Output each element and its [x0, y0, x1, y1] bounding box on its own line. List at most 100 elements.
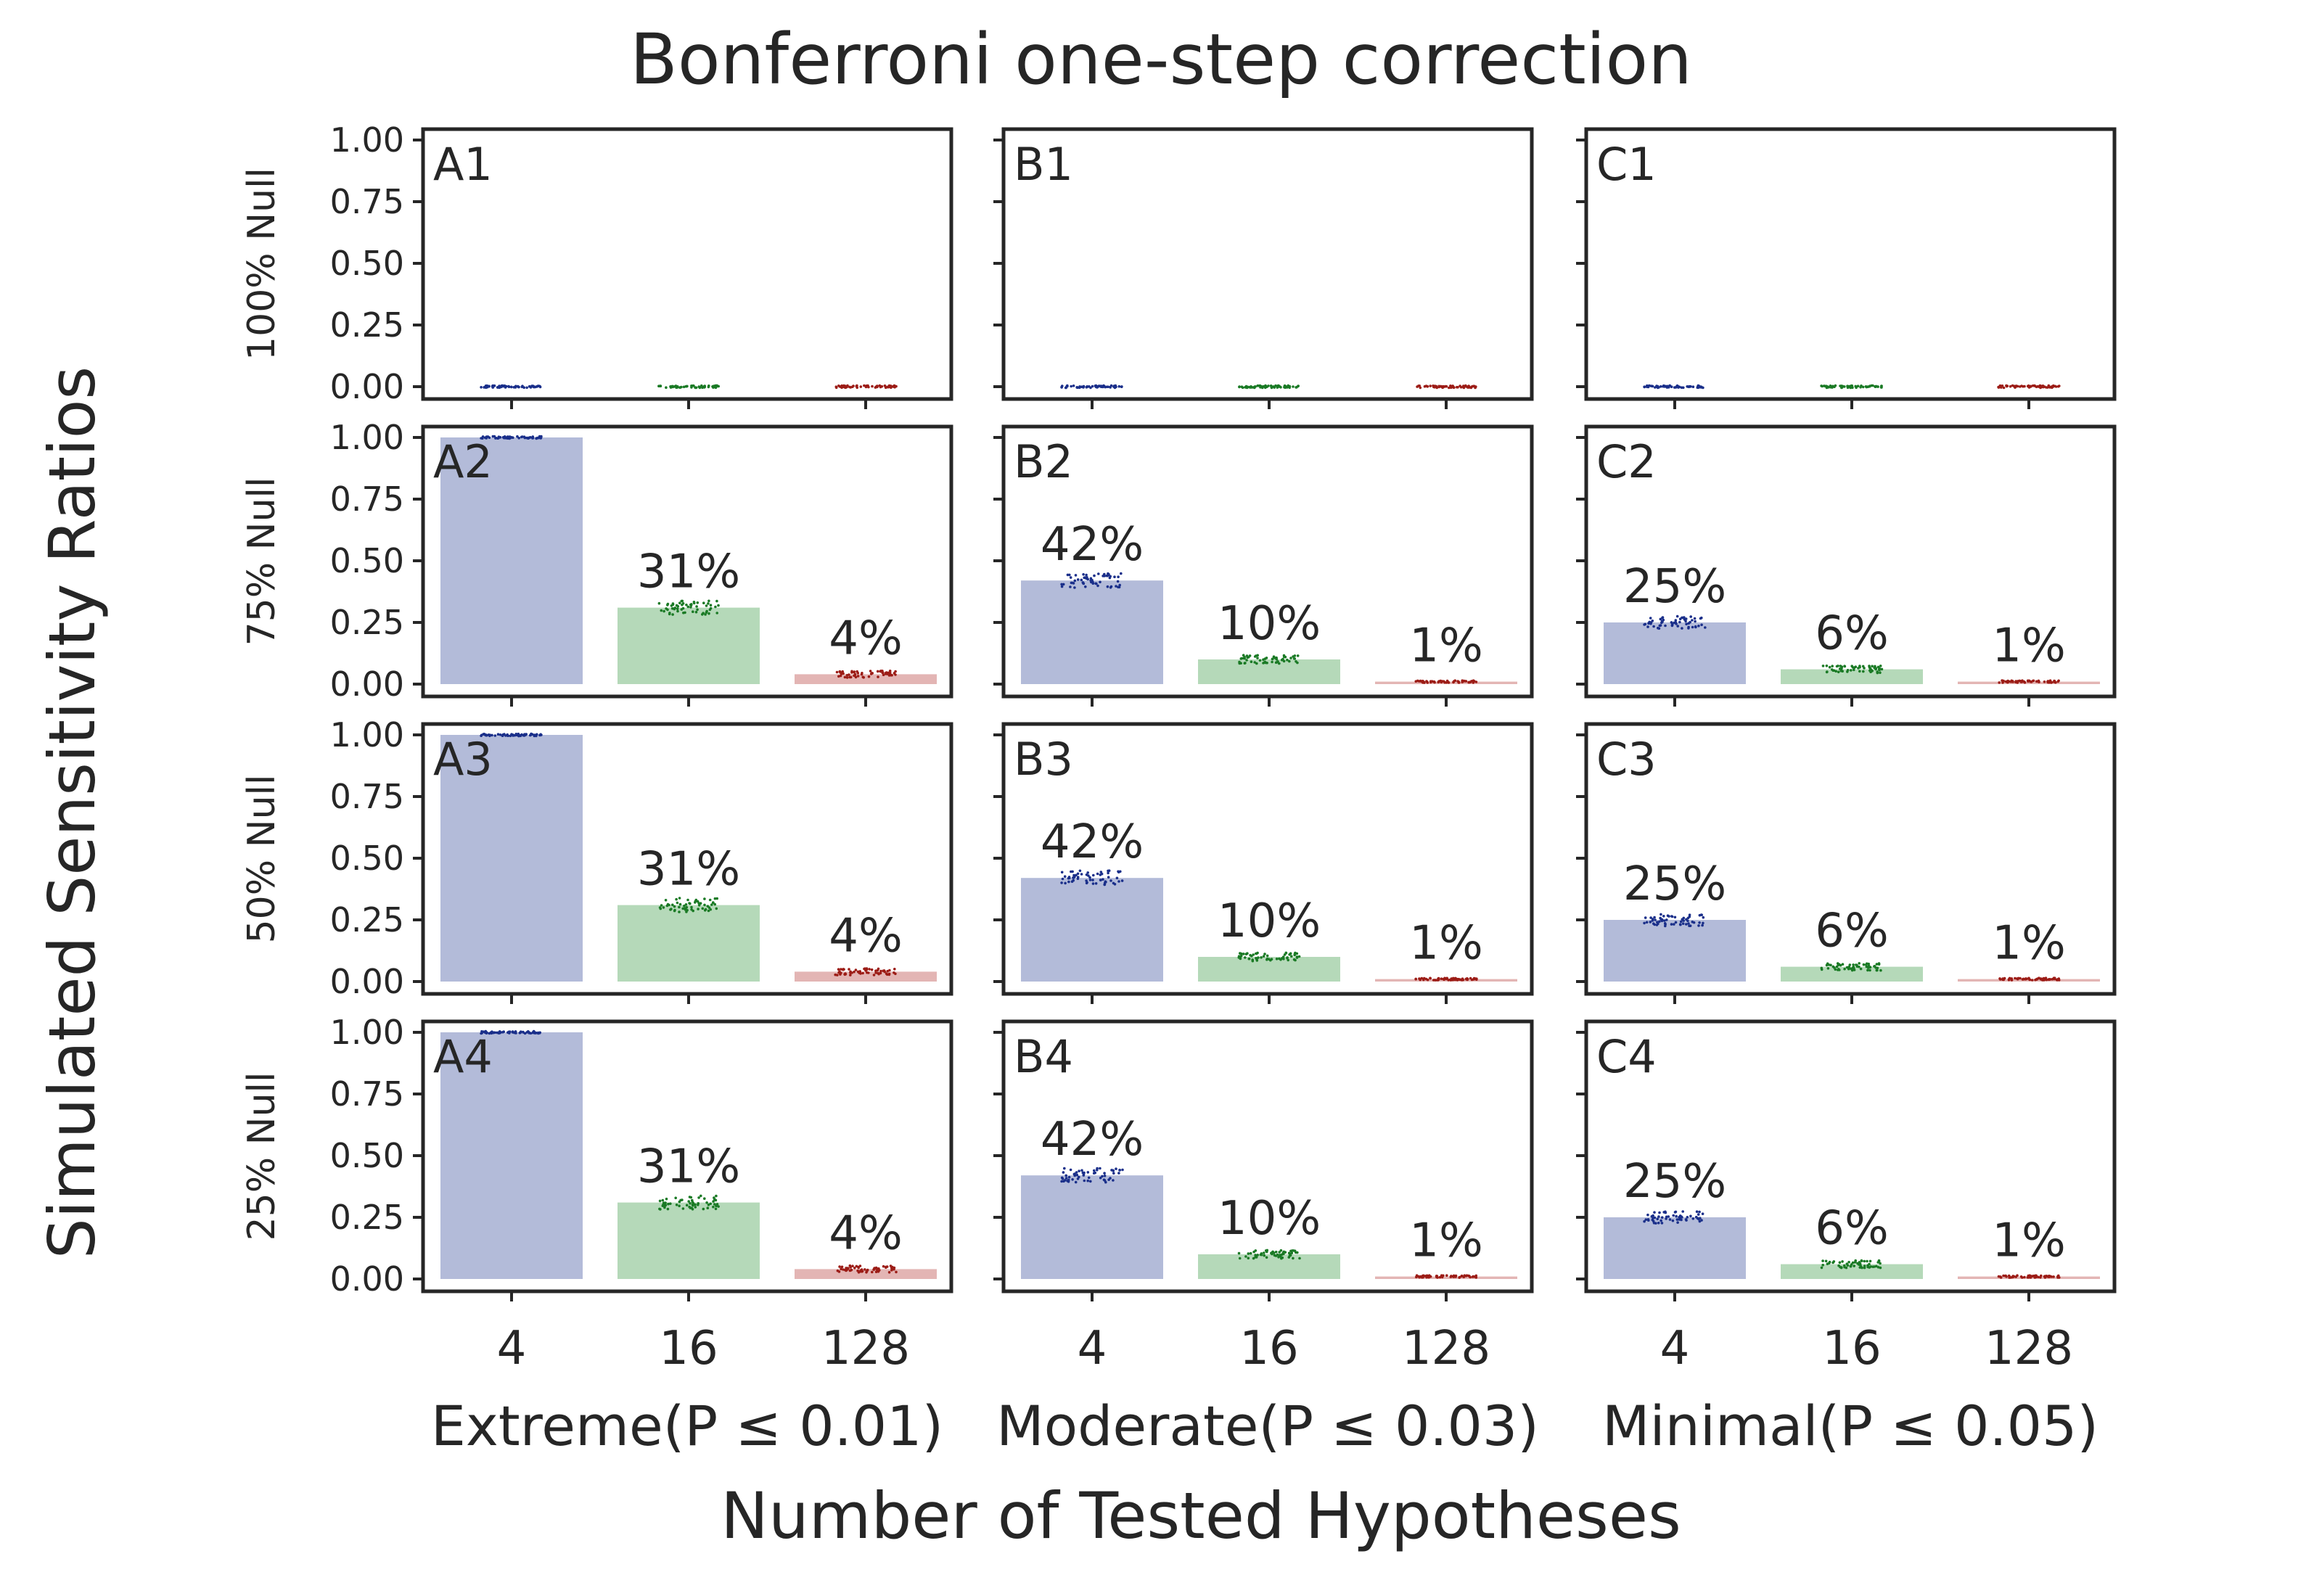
sim-point — [717, 604, 720, 607]
sim-point — [499, 385, 503, 389]
sim-point — [1282, 958, 1285, 961]
sim-point — [1288, 953, 1291, 956]
sim-point — [671, 384, 674, 388]
sim-point — [658, 1207, 661, 1211]
sim-point — [715, 612, 718, 614]
sim-point — [1101, 878, 1104, 881]
sim-point — [703, 903, 706, 907]
sim-point — [1417, 384, 1420, 387]
sim-point — [1466, 384, 1470, 388]
sim-point — [1851, 1261, 1855, 1264]
sim-point — [1821, 1264, 1824, 1267]
sim-point — [1117, 384, 1121, 388]
sim-point — [1700, 913, 1703, 916]
sim-point — [1692, 921, 1696, 924]
sim-point — [1474, 1274, 1478, 1278]
sim-point — [856, 672, 860, 675]
bar-C3-4 — [1604, 920, 1746, 982]
sim-point — [1290, 955, 1293, 958]
sim-point — [853, 672, 857, 676]
sim-point — [1060, 881, 1063, 884]
sim-point — [874, 969, 877, 972]
sim-point — [1874, 667, 1877, 671]
sim-point — [2050, 681, 2053, 684]
sim-point — [1670, 385, 1673, 388]
sim-point — [671, 613, 674, 616]
sim-point — [856, 675, 860, 678]
sim-point — [700, 1194, 702, 1198]
sim-point — [1067, 876, 1071, 879]
sim-point — [485, 1032, 488, 1034]
sim-point — [1279, 1249, 1283, 1252]
sim-point — [1654, 1222, 1657, 1225]
sim-point — [845, 1269, 848, 1272]
sim-point — [867, 385, 870, 389]
sim-point — [1673, 621, 1675, 625]
sim-point — [657, 601, 661, 605]
data-label-B2-128: 1% — [1409, 620, 1483, 673]
sim-point — [894, 972, 897, 976]
sim-point — [1090, 580, 1093, 584]
sim-point — [678, 902, 682, 906]
data-label-B2-4: 42% — [1041, 518, 1144, 572]
sim-point — [1834, 384, 1837, 387]
sim-point — [1292, 1256, 1295, 1260]
panel-label-C3: C3 — [1596, 733, 1657, 786]
sim-point — [1441, 386, 1444, 389]
sim-point — [1269, 384, 1273, 387]
sim-point — [1117, 871, 1120, 873]
sim-point — [1253, 655, 1257, 658]
sim-point — [1702, 916, 1705, 919]
sim-point — [1850, 385, 1853, 388]
sim-point — [517, 385, 520, 389]
y-tick-label: 1.00 — [330, 715, 404, 754]
sim-point — [1665, 1215, 1668, 1219]
y-tick-label: 0.00 — [330, 665, 404, 704]
sim-point — [1658, 920, 1661, 924]
x-tick-label: 4 — [497, 1322, 527, 1375]
data-label-C3-128: 1% — [1992, 917, 2066, 971]
sim-point — [872, 974, 876, 976]
sim-point — [1997, 386, 2001, 389]
sim-point — [1474, 680, 1478, 683]
sim-point — [1099, 873, 1102, 876]
sim-point — [1251, 959, 1255, 963]
sim-point — [518, 733, 522, 737]
y-tick-label: 1.00 — [330, 418, 404, 457]
sim-point — [1998, 681, 2001, 684]
sim-point — [1877, 667, 1881, 671]
sim-point — [858, 1264, 862, 1267]
sim-point — [2016, 384, 2019, 388]
sim-point — [678, 905, 681, 909]
sim-point — [698, 386, 702, 390]
sim-point — [1864, 963, 1868, 966]
bar-B3-4 — [1021, 878, 1163, 982]
sim-point — [1840, 665, 1844, 668]
sim-point — [1845, 1262, 1849, 1265]
sim-point — [2018, 679, 2022, 683]
sim-point — [852, 670, 856, 674]
sim-point — [1112, 1172, 1115, 1175]
sim-point — [707, 612, 710, 615]
sim-point — [2032, 679, 2035, 683]
panel-frame-A1 — [421, 127, 953, 401]
sim-point — [2001, 977, 2004, 980]
sim-point — [1109, 1177, 1112, 1180]
sim-point — [1874, 385, 1876, 388]
sim-point — [2040, 977, 2043, 981]
sim-point — [2007, 1274, 2011, 1278]
sim-point — [2048, 1275, 2051, 1278]
sim-point — [1258, 659, 1262, 662]
sim-point — [1876, 385, 1879, 388]
sim-point — [512, 386, 516, 389]
sim-point — [1061, 1177, 1064, 1180]
sim-point — [1855, 965, 1859, 968]
sim-point — [536, 436, 539, 440]
data-label-C4-128: 1% — [1992, 1214, 2066, 1268]
sim-point — [1464, 680, 1467, 683]
points-C2-4 — [1643, 614, 1707, 630]
sim-point — [1858, 1261, 1861, 1264]
sim-point — [885, 1265, 889, 1268]
points-A3-4 — [480, 732, 543, 738]
sim-point — [2000, 386, 2003, 389]
